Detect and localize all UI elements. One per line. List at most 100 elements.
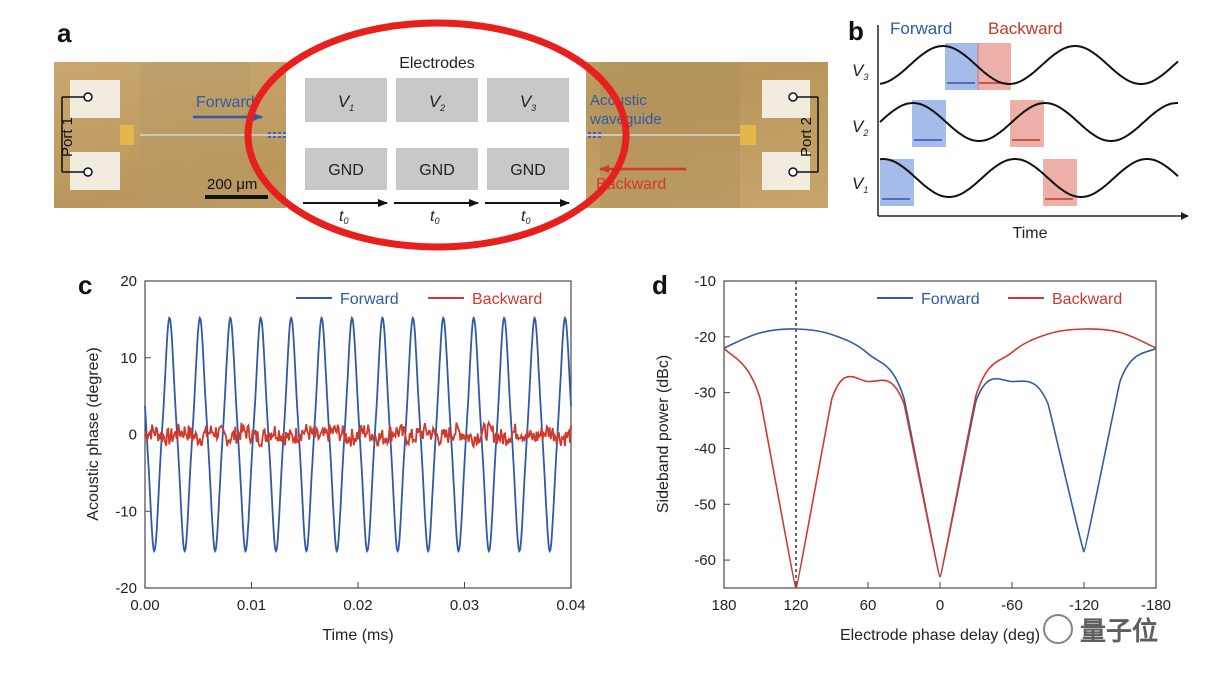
panel-b-label: b [848, 16, 864, 46]
d-xtick-label: 120 [783, 597, 808, 614]
d-ytick-label: -20 [694, 329, 716, 346]
d-legend-forward: Forward [921, 291, 980, 308]
panel-d: d 180 120 60 0 -60 -120 -180 -10 -20 -30 -40 -50 -60… [652, 270, 1171, 644]
b-row-label-v1: V1 [852, 174, 868, 195]
d-xtick-label: 0 [936, 597, 944, 614]
electrode-pad [487, 78, 569, 122]
d-ytick-label: -60 [694, 552, 716, 569]
pad [70, 152, 120, 190]
b-forward-label: Forward [890, 19, 952, 38]
port2-pads: Port 2 [740, 80, 819, 190]
c-ytick-label: -20 [115, 580, 137, 597]
d-xtick-label: 60 [860, 597, 877, 614]
t0-label: t0 [339, 208, 348, 226]
transducer [120, 125, 134, 145]
watermark: 量子位 [1043, 614, 1158, 646]
wechat-icon [1043, 614, 1073, 644]
b-row-label-v2: V2 [852, 117, 868, 138]
c-ytick-label: -10 [115, 503, 137, 520]
backward-window [1043, 159, 1077, 206]
d-ylabel: Sideband power (dBc) [655, 355, 672, 513]
d-axes: 180 120 60 0 -60 -120 -180 -10 -20 -30 -40 -50 -60 [694, 273, 1171, 614]
c-backward-line [144, 419, 572, 450]
panel-c-label: c [78, 270, 92, 300]
watermark-text: 量子位 [1080, 616, 1158, 646]
d-legend-backward: Backward [1052, 291, 1122, 308]
d-xtick-label: -120 [1069, 597, 1099, 614]
forward-window [880, 159, 914, 206]
d-ytick-label: -30 [694, 385, 716, 402]
d-series [723, 328, 1157, 589]
panel-b: b Forward Backward V3 V2 V1 Time [848, 16, 1189, 242]
c-xtick-label: 0.00 [130, 597, 159, 614]
electrode-v2: V2 [396, 78, 478, 122]
scalebar [205, 195, 268, 199]
terminal [83, 92, 93, 102]
c-legend-forward: Forward [340, 291, 399, 308]
highlight-ellipse [244, 19, 630, 251]
d-xtick-label: -180 [1141, 597, 1171, 614]
phase-windows [880, 43, 1077, 206]
d-ytick-label: -40 [694, 440, 716, 457]
d-plot-frame [723, 280, 1157, 589]
b-backward-label: Backward [988, 19, 1063, 38]
sine-waves [879, 45, 1179, 198]
gnd-pads: GND GND GND [305, 148, 569, 190]
sine-wave-3 [879, 45, 1179, 85]
c-ytick-label: 0 [129, 427, 137, 444]
pad [70, 80, 120, 118]
c-legend-backward: Backward [472, 291, 542, 308]
d-forward-line [723, 328, 1157, 578]
c-forward-line [144, 315, 572, 554]
c-ytick-label: 10 [120, 350, 137, 367]
t0-arrows: t0 t0 t0 [303, 199, 570, 226]
d-ytick-label: -50 [694, 496, 716, 513]
port2-label: Port 2 [798, 117, 815, 157]
terminal [788, 92, 798, 102]
pad [762, 80, 810, 118]
port1-pads: Port 1 [59, 80, 134, 190]
panel-a-label: a [57, 18, 72, 48]
scalebar-label: 200 μm [207, 176, 257, 193]
gnd-label: GND [419, 162, 455, 179]
electrode-pad [396, 78, 478, 122]
t0-label: t0 [521, 208, 530, 226]
backward-window [977, 43, 1011, 90]
d-xlabel: Electrode phase delay (deg) [840, 627, 1040, 644]
c-axes: 0.00 0.01 0.02 0.03 0.04 -20 -10 0 10 20 [115, 273, 585, 614]
forward-label: Forward [196, 94, 255, 111]
t0-label: t0 [430, 208, 439, 226]
gnd-label: GND [510, 162, 546, 179]
d-xtick-label: 180 [711, 597, 736, 614]
b-row-label-v3: V3 [852, 61, 868, 82]
c-ylabel: Acoustic phase (degree) [85, 347, 102, 520]
c-xtick-label: 0.03 [450, 597, 479, 614]
gnd-pad [305, 148, 387, 190]
sine-wave-1 [879, 158, 1179, 198]
panel-a: a Port 1 Port 2 [54, 18, 828, 251]
forward-window [945, 43, 979, 90]
panel-c: c 0.00 0.01 0.02 0.03 0.04 -20 -10 0 10 20 Acoust… [78, 270, 586, 644]
c-xtick-label: 0.04 [556, 597, 585, 614]
electrodes-inset [286, 46, 586, 222]
c-xtick-label: 0.01 [237, 597, 266, 614]
d-backward-line [723, 328, 1157, 589]
electrodes-title: Electrodes [399, 55, 475, 72]
panel-d-label: d [652, 270, 668, 300]
c-series [144, 315, 572, 554]
b-time-label: Time [1013, 225, 1048, 242]
pad [762, 152, 810, 190]
gnd-pad [487, 148, 569, 190]
electrode-v1: V1 [305, 78, 387, 122]
backward-window [1010, 100, 1044, 147]
electrode-v3: V3 [487, 78, 569, 122]
d-xtick-label: -60 [1001, 597, 1023, 614]
gnd-label: GND [328, 162, 364, 179]
c-xtick-label: 0.02 [343, 597, 372, 614]
gnd-pad [396, 148, 478, 190]
d-ytick-label: -10 [694, 273, 716, 290]
port1-label: Port 1 [59, 117, 76, 157]
terminal [83, 167, 93, 177]
